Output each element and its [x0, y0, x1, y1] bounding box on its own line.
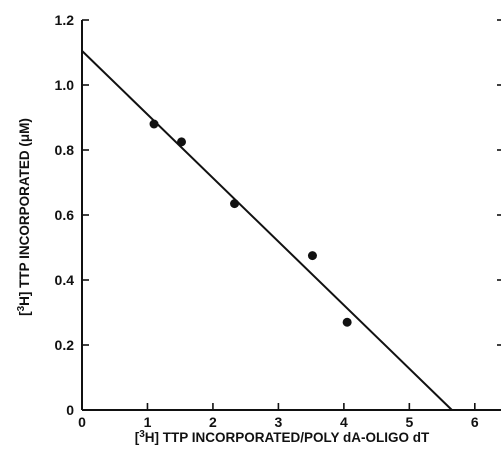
- y-tick-label-0: 0: [66, 402, 74, 418]
- y-tick-label-5: 1.0: [55, 77, 75, 93]
- x-tick-label-3: 3: [275, 414, 283, 430]
- x-axis-title: [3H] TTP INCORPORATED/POLY dA-OLIGO dT: [135, 429, 430, 445]
- x-tick-label-4: 4: [340, 414, 348, 430]
- y-tick-label-3: 0.6: [55, 207, 75, 223]
- y-tick-label-1: 0.2: [55, 337, 75, 353]
- data-point-2: [230, 199, 240, 209]
- x-tick-label-0: 0: [78, 414, 86, 430]
- data-point-4: [342, 317, 352, 327]
- data-point-0: [149, 119, 159, 129]
- labels-layer: [3H] TTP INCORPORATED/POLY dA-OLIGO dT […: [16, 118, 430, 445]
- axes-layer: [81, 20, 501, 411]
- x-tick-label-6: 6: [471, 414, 479, 430]
- y-tick-label-4: 0.8: [55, 142, 75, 158]
- y-tick-label-2: 0.4: [55, 272, 75, 288]
- x-tick-label-1: 1: [144, 414, 152, 430]
- data-point-1: [177, 137, 187, 147]
- x-tick-label-2: 2: [209, 414, 217, 430]
- ticks-layer: 0 1 2 3 4 5 6 0 0.2 0.4 0.6 0.8 1.0 1.2: [55, 12, 501, 430]
- points-layer: [149, 119, 352, 327]
- x-tick-label-5: 5: [405, 414, 413, 430]
- fit-line: [81, 50, 453, 411]
- y-axis-title: [3H] TTP INCORPORATED (μM): [16, 118, 32, 316]
- y-tick-label-6: 1.2: [55, 12, 75, 28]
- data-point-3: [307, 251, 317, 261]
